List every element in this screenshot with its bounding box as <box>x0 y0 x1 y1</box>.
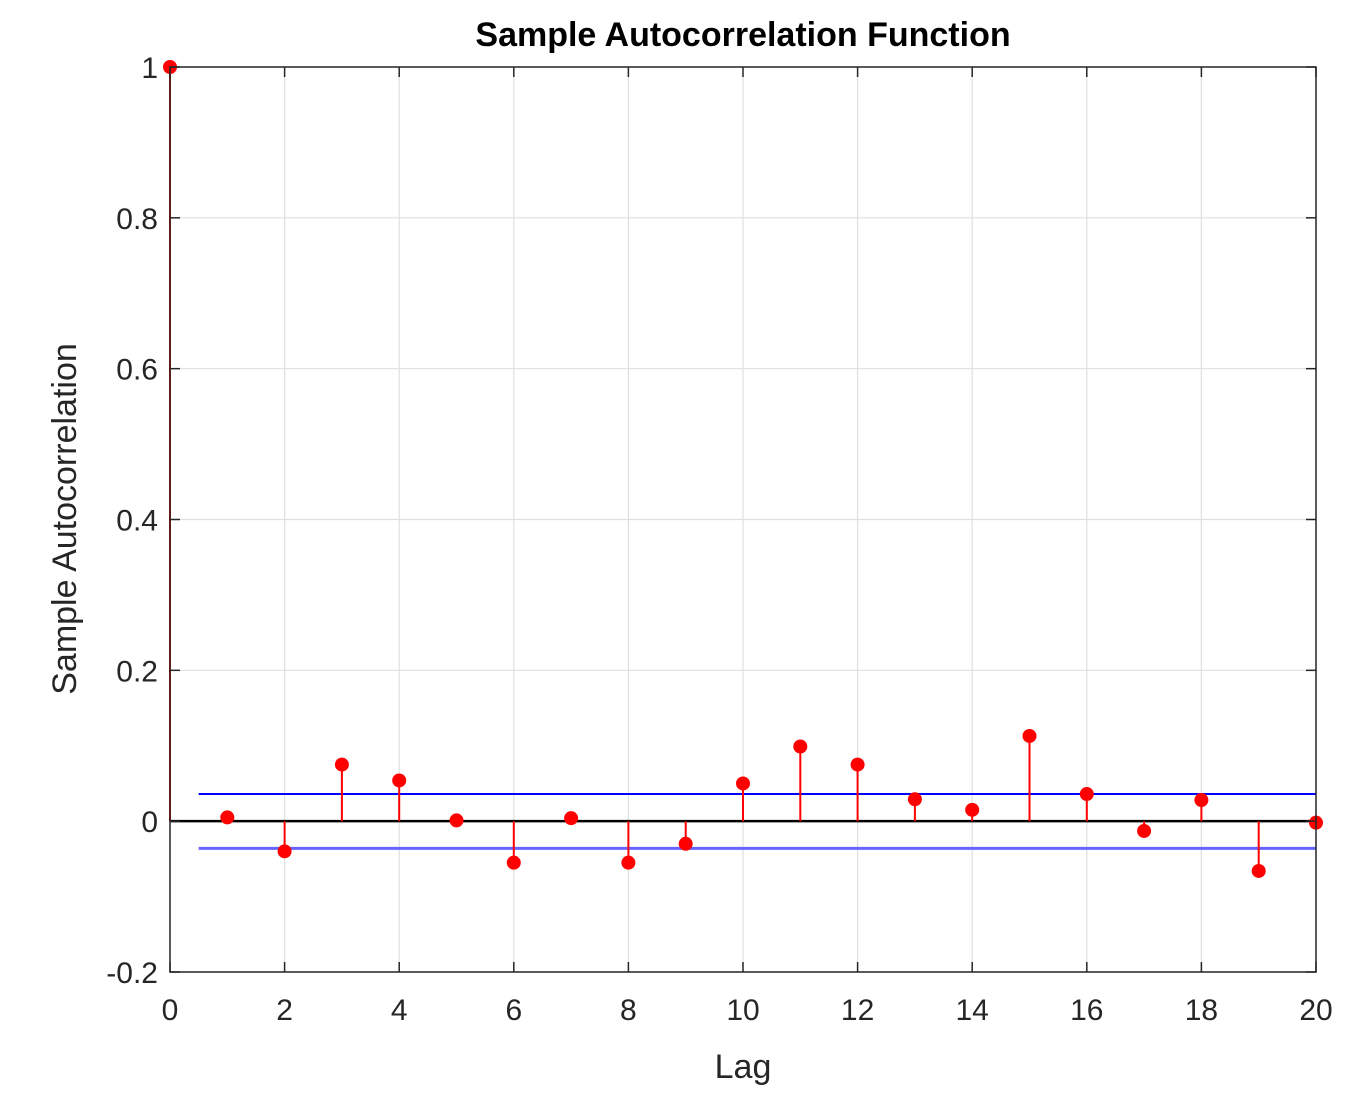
x-tick-label: 4 <box>391 994 408 1027</box>
x-tick-label: 20 <box>1299 994 1332 1027</box>
stem-marker <box>736 776 750 791</box>
stem-marker <box>850 757 865 772</box>
stem-marker <box>965 802 980 817</box>
stem-marker <box>793 739 808 754</box>
y-tick-label: 0.6 <box>116 354 158 387</box>
y-tick-label: 0.4 <box>116 505 158 538</box>
y-tick-label: 0.2 <box>116 655 158 688</box>
stem-marker <box>392 773 407 788</box>
x-tick-label: 12 <box>841 994 874 1027</box>
stem-marker <box>449 813 464 828</box>
stem-marker <box>564 811 579 826</box>
x-tick-label: 14 <box>956 994 989 1027</box>
x-tick-label: 0 <box>162 994 179 1027</box>
stem-marker <box>334 757 349 772</box>
stem-marker <box>1137 823 1152 838</box>
stem-marker <box>1194 793 1209 808</box>
y-tick-label: 0.8 <box>116 203 158 236</box>
x-tick-labels: 0 2 4 6 8 10 12 14 16 18 20 <box>162 994 1333 1027</box>
stem-marker <box>1251 863 1266 878</box>
stem-marker <box>1079 787 1094 802</box>
chart-title: Sample Autocorrelation Function <box>475 16 1010 54</box>
y-tick-label: 1 <box>141 52 158 85</box>
x-tick-label: 6 <box>505 994 522 1027</box>
stem-marker <box>621 855 636 870</box>
axes-frame <box>169 66 1317 973</box>
y-axis-label: Sample Autocorrelation <box>46 343 84 695</box>
stem-marker <box>220 810 235 825</box>
stem-marker <box>678 836 693 851</box>
x-tick-label: 16 <box>1070 994 1103 1027</box>
x-tick-label: 18 <box>1185 994 1218 1027</box>
y-tick-label: 0 <box>141 806 158 839</box>
x-tick-label: 2 <box>276 994 293 1027</box>
stem-marker <box>907 792 922 807</box>
y-tick-label: -0.2 <box>106 957 158 990</box>
stem-marker <box>1022 728 1037 743</box>
x-axis-label: Lag <box>715 1048 772 1086</box>
stem-marker <box>277 844 292 859</box>
x-tick-label: 10 <box>726 994 759 1027</box>
y-tick-labels: -0.2 0 0.2 0.4 0.6 0.8 1 <box>106 52 158 990</box>
stem-marker <box>506 855 521 870</box>
x-tick-label: 8 <box>620 994 637 1027</box>
